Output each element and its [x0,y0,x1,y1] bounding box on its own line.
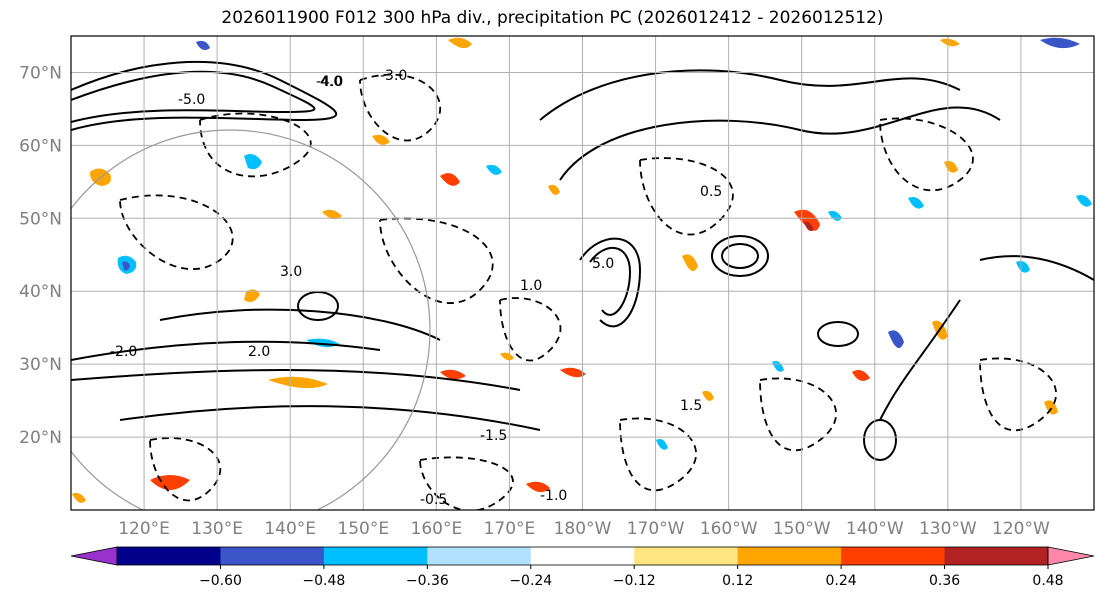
lat-tick-label: 50°N [19,209,62,229]
colorbar-bin [841,547,946,565]
field-layer: -5.0 -4.0 -3.0 -2.0 -1.5 -1.0 -0.5 0.5 1… [71,36,1094,510]
latitude-axis-labels: 20°N 30°N 40°N 50°N 60°N 70°N [19,63,62,448]
svg-text:-4.0: -4.0 [316,74,343,90]
colorbar-bin [634,547,739,565]
precip-shading [72,37,1092,503]
lat-tick-label: 40°N [19,282,62,302]
svg-text:5.0: 5.0 [592,256,614,272]
svg-text:3.0: 3.0 [280,264,302,280]
lat-tick-label: 70°N [19,63,62,83]
colorbar-bin [220,547,325,565]
lat-tick-label: 20°N [19,428,62,448]
colorbar-tick-label: 0.24 [826,573,857,589]
colorbar-tick-label: 0.48 [1032,573,1063,589]
colorbar-bin [117,547,221,565]
lon-tick-label: 150°W [773,519,831,539]
svg-text:1.5: 1.5 [680,398,702,414]
lat-tick-label: 60°N [19,136,62,156]
svg-text:-3.0: -3.0 [380,68,407,84]
colorbar-tick-label: −0.36 [406,573,449,589]
svg-text:-1.0: -1.0 [540,488,567,504]
svg-text:1.0: 1.0 [520,278,542,294]
map-circle-outline [71,129,431,510]
svg-text:-0.5: -0.5 [420,492,447,508]
colorbar-bin [427,547,532,565]
colorbar-bin [944,547,1049,565]
colorbar-tick-label: 0.36 [929,573,960,589]
colorbar-tick-label: −0.12 [613,573,656,589]
lon-tick-label: 160°W [700,519,758,539]
colorbar-tick-label: −0.48 [302,573,345,589]
divergence-contours-negative [119,73,1057,510]
svg-text:2.0: 2.0 [248,344,270,360]
colorbar-bin [323,547,428,565]
colorbar-frame [116,546,1049,566]
lon-tick-label: 170°E [484,519,536,539]
svg-text:-5.0: -5.0 [178,92,205,108]
svg-text:-2.0: -2.0 [110,344,137,360]
longitude-axis-labels: 120°E 130°E 140°E 150°E 160°E 170°E 180°W 170°W… [118,519,1050,539]
divergence-contours-positive [71,60,1094,461]
lon-tick-label: 140°E [264,519,316,539]
lon-tick-label: 130°W [919,519,977,539]
lon-tick-label: 120°W [992,519,1050,539]
lon-tick-label: 150°E [337,519,389,539]
lon-tick-label: 160°E [411,519,463,539]
svg-text:4.0: 4.0 [320,74,342,90]
lat-tick-label: 30°N [19,355,62,375]
svg-text:-1.5: -1.5 [480,428,507,444]
colorbar-tick-label: 0.12 [722,573,753,589]
lon-tick-label: 120°E [118,519,170,539]
colorbar-extend-high [1047,546,1095,566]
colorbar-extend-low [70,546,118,566]
colorbar-bin [737,547,842,565]
lon-tick-label: 180°W [554,519,612,539]
map-gridlines [71,36,1094,510]
lon-tick-label: 170°W [627,519,685,539]
map-frame [70,35,1095,511]
colorbar-tick-label: −0.60 [199,573,242,589]
colorbar: −0.60 −0.48 −0.36 −0.24 −0.12 0.12 0.24 0.36 0.4… [70,546,1095,589]
contour-labels: -5.0 -4.0 -3.0 -2.0 -1.5 -1.0 -0.5 0.5 1… [110,68,722,508]
colorbar-bin [530,547,635,565]
colorbar-tick-label: −0.24 [509,573,552,589]
lon-tick-label: 140°W [846,519,904,539]
lon-tick-label: 130°E [191,519,243,539]
svg-text:0.5: 0.5 [700,184,722,200]
map-title: 2026011900 F012 300 hPa div., precipitat… [221,8,884,28]
